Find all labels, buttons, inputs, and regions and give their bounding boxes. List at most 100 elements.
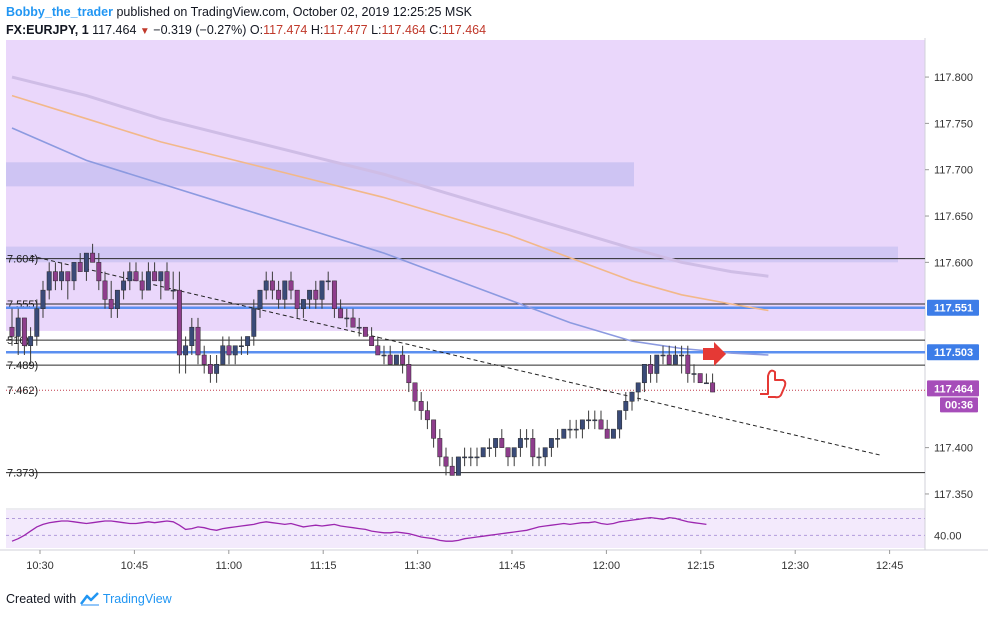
candle [375,336,381,356]
candle-body [232,345,238,356]
candle [201,345,207,374]
descending-trendline [30,255,881,456]
resistance-band-lower [6,246,898,263]
arrow-right-icon [703,342,726,366]
candle-body [96,262,102,282]
candle-body [102,280,108,300]
time-tick-label: 10:45 [121,560,149,572]
candle [381,345,387,365]
candle-body [387,354,393,365]
candle-body [15,317,21,337]
candle [90,243,96,263]
candle [567,419,573,439]
price-tick-label: 117.600 [934,257,973,269]
candle-body [623,401,629,411]
candle-body [517,438,523,448]
countdown-bg [940,397,978,413]
price-tag-label: 117.464 [934,383,974,395]
candle [338,299,344,319]
candle-body [90,252,96,263]
published-text: published on TradingView.com, October 02… [116,5,473,19]
candle [189,317,195,355]
candle [133,262,139,282]
trendline [30,255,881,456]
price-chart[interactable]: 7.604)7.555)516)7.489)7.462)7.373) 40.00… [0,38,988,584]
price-axis[interactable]: 117.800 117.750 117.700 117.650 117.600 117.4… [925,72,979,501]
candle-body [145,271,151,291]
candle [393,354,399,365]
candle-body [511,447,517,458]
thumbs-up-icon [760,369,787,399]
candle-body [412,382,418,402]
last-price: 117.464 [92,23,137,37]
candle-body [28,336,34,346]
candle-body [685,354,691,374]
price-axis-tag[interactable]: 117.503 [927,344,979,361]
candle [449,456,455,476]
candle [462,447,468,467]
candle-body [381,354,387,357]
candle [555,429,561,448]
candle [350,308,356,328]
candle [400,345,406,374]
publish-line: Bobby_the_trader published on TradingVie… [6,3,986,21]
candle-body [40,289,46,309]
candle-body [493,438,499,448]
candle-body [356,326,362,329]
candle [152,262,158,282]
candle-body [133,271,139,282]
moving-average-line [11,75,769,278]
level-label: 7.604) [7,254,38,266]
candle [592,410,598,430]
level-label: 7.373) [7,468,38,480]
candle [480,447,486,458]
candle-body [331,280,337,309]
candle-body [604,428,610,439]
candle [251,299,257,346]
candle-body [524,438,530,440]
time-axis[interactable]: 10:30 10:45 11:00 11:15 11:30 11:45 12:00 12:15… [26,550,903,572]
price-axis-tag[interactable]: 117.551 [927,299,979,316]
candle [307,289,313,309]
candle [114,289,120,318]
candle [418,392,424,420]
candle-body [610,428,616,439]
candle-body [480,447,486,458]
candle-body [431,419,437,439]
candle [641,364,647,393]
candle [71,262,77,291]
candle-body [691,373,697,375]
price-tick-label: 117.650 [934,211,973,223]
candle [542,447,548,467]
candle [524,429,530,448]
candle [573,419,579,439]
author-link[interactable]: Bobby_the_trader [6,5,113,19]
candle-body [282,280,288,300]
price-axis-tag[interactable]: 117.464 [927,380,979,397]
candle-body [34,308,40,337]
tradingview-brand[interactable]: TradingView [102,592,172,606]
candle-body [176,289,182,356]
candle [517,429,523,457]
candle-body [83,252,89,272]
price-tick-label: 117.700 [934,165,973,177]
candle-body [592,419,598,422]
candle-body [703,382,709,385]
price-change: −0.319 (−0.27%) [153,23,247,37]
candle-body [263,280,269,291]
candle [710,373,716,393]
candle [468,447,474,467]
time-tick-label: 11:30 [404,560,431,572]
candle-body [499,438,505,448]
candle [344,308,350,328]
candle [263,271,269,300]
candle [145,262,151,291]
candle-body [257,289,263,309]
candle-body [542,447,548,458]
candle [455,456,461,476]
candle [83,252,89,281]
candle [257,289,263,318]
candle-body [77,262,83,272]
candle-body [672,354,678,365]
candle [356,317,362,337]
